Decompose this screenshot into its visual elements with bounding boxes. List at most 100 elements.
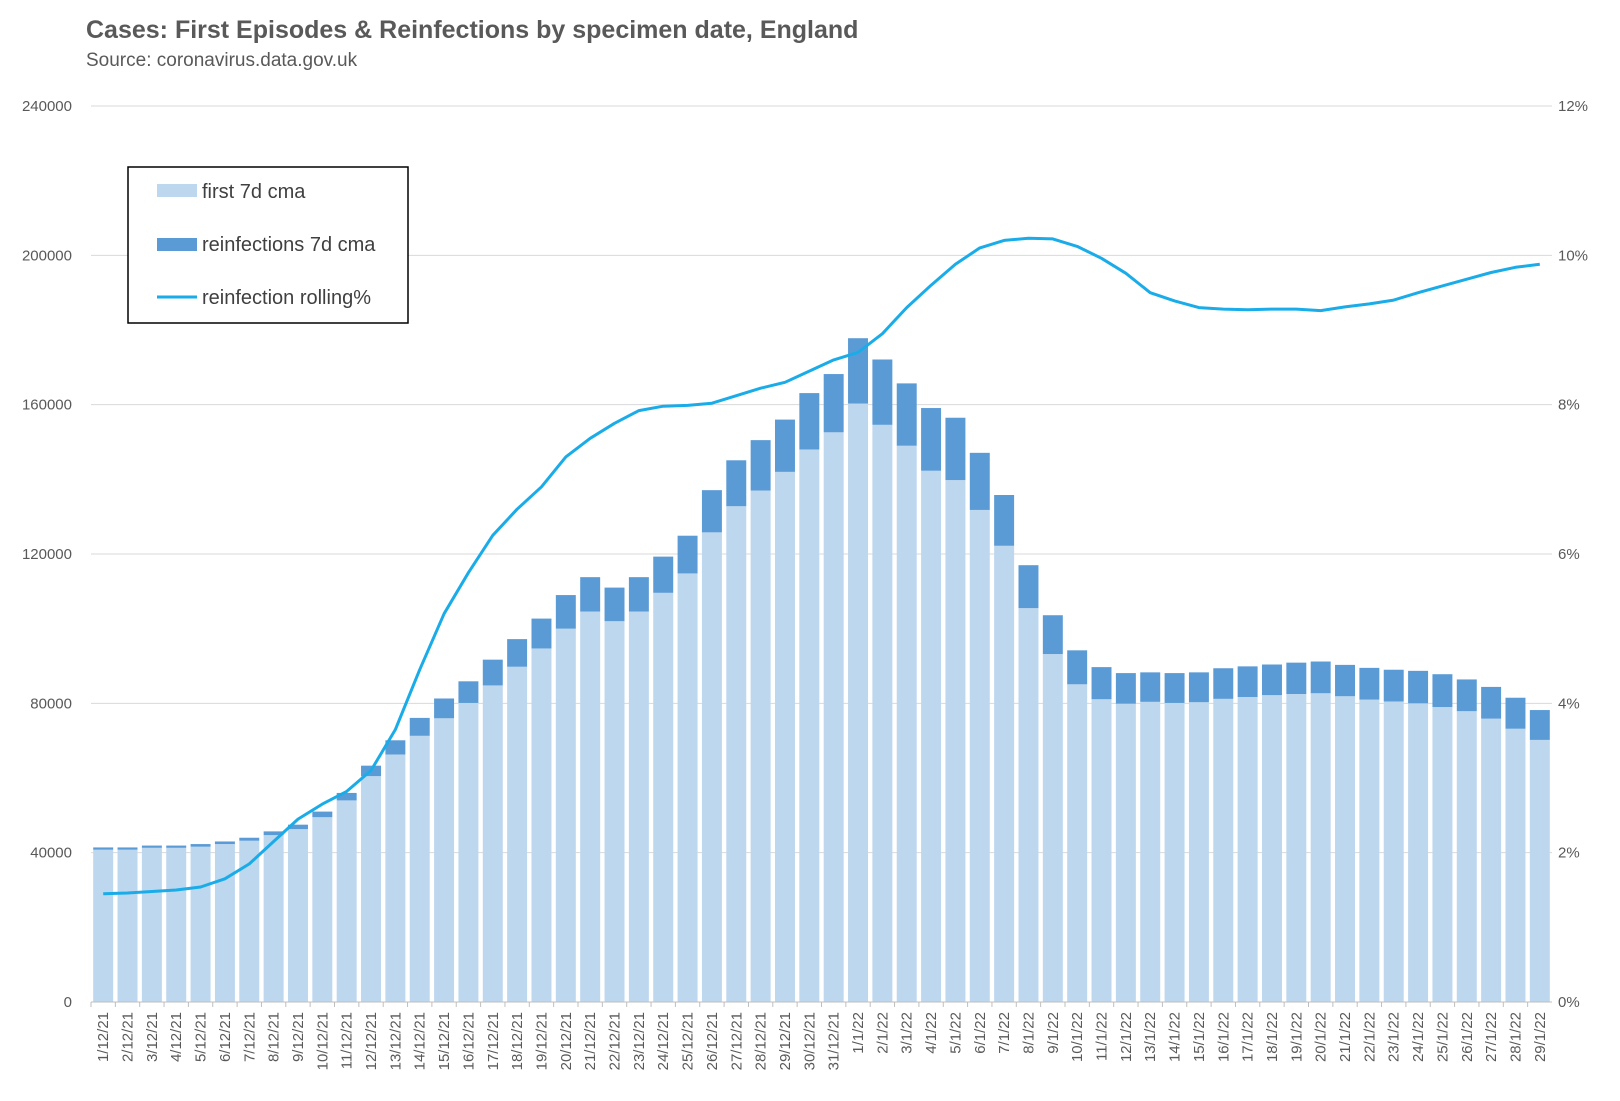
bar-reinfections — [872, 359, 893, 425]
y-left-tick-label: 80000 — [30, 695, 72, 712]
bar-reinfections — [969, 452, 990, 510]
x-tick-label: 29/1/22 — [1532, 1012, 1549, 1062]
bar-reinfections — [750, 440, 771, 491]
x-tick-label: 16/12/21 — [460, 1012, 477, 1070]
x-tick-label: 6/12/21 — [217, 1012, 234, 1062]
bar-reinfections — [531, 618, 552, 649]
x-tick-label: 29/12/21 — [777, 1012, 794, 1070]
y-right-tick-label: 8% — [1558, 397, 1580, 414]
bar-first — [1505, 728, 1526, 1002]
bar-reinfections — [1456, 679, 1477, 712]
x-tick-label: 19/1/22 — [1288, 1012, 1305, 1062]
x-tick-label: 22/1/22 — [1361, 1012, 1378, 1062]
bar-reinfections — [726, 460, 747, 507]
y-right-tick-label: 2% — [1558, 845, 1580, 862]
bar-reinfections — [1164, 673, 1185, 703]
bar-first — [1359, 699, 1380, 1002]
bar-reinfections — [921, 408, 942, 471]
bar-first — [653, 592, 674, 1002]
bar-reinfections — [336, 792, 357, 801]
bar-first — [555, 628, 576, 1002]
bar-first — [872, 424, 893, 1002]
bar-first — [263, 835, 284, 1002]
legend-label-first: first 7d cma — [202, 181, 306, 203]
bar-reinfections — [214, 841, 235, 845]
bar-first — [1529, 739, 1550, 1002]
bar-reinfections — [1383, 669, 1404, 702]
bar-first — [750, 490, 771, 1002]
bar-reinfections — [1359, 667, 1380, 700]
bar-first — [1188, 702, 1209, 1002]
x-tick-label: 15/12/21 — [436, 1012, 453, 1070]
bar-reinfections — [1481, 686, 1502, 719]
bar-reinfections — [166, 845, 187, 848]
x-tick-label: 24/12/21 — [655, 1012, 672, 1070]
bar-first — [628, 611, 649, 1002]
x-tick-label: 2/1/22 — [874, 1012, 891, 1054]
bar-first — [482, 685, 503, 1002]
bar-reinfections — [434, 698, 455, 719]
bar-reinfections — [1237, 666, 1258, 697]
y-right-tick-label: 4% — [1558, 695, 1580, 712]
x-tick-label: 21/1/22 — [1337, 1012, 1354, 1062]
x-tick-label: 31/12/21 — [826, 1012, 843, 1070]
bar-first — [1164, 702, 1185, 1002]
y-left-tick-label: 120000 — [22, 546, 72, 563]
bar-reinfections — [580, 577, 601, 612]
x-tick-label: 12/1/22 — [1118, 1012, 1135, 1062]
legend-label-reinfections: reinfections 7d cma — [202, 234, 376, 256]
legend: first 7d cma reinfections 7d cma reinfec… — [127, 166, 409, 324]
x-tick-label: 3/1/22 — [899, 1012, 916, 1054]
y-left-tick-label: 160000 — [22, 397, 72, 414]
x-tick-label: 10/12/21 — [314, 1012, 331, 1070]
x-tick-label: 5/12/21 — [193, 1012, 210, 1062]
bar-first — [361, 776, 382, 1002]
bar-first — [190, 846, 211, 1002]
bar-first — [93, 849, 114, 1002]
bar-first — [921, 470, 942, 1002]
bar-reinfections — [1432, 674, 1453, 708]
bar-first — [823, 432, 844, 1002]
legend-marker-first — [157, 184, 197, 197]
bar-first — [287, 829, 308, 1002]
bar-first — [1383, 701, 1404, 1002]
bar-reinfections — [628, 577, 649, 612]
bar-first — [117, 849, 138, 1002]
x-tick-label: 11/1/22 — [1094, 1012, 1111, 1061]
x-tick-label: 11/12/21 — [339, 1012, 356, 1069]
bar-first — [580, 611, 601, 1002]
bar-reinfections — [1286, 662, 1307, 694]
bar-first — [166, 847, 187, 1002]
bar-reinfections — [409, 717, 430, 736]
bar-first — [799, 449, 820, 1002]
bar-first — [848, 403, 869, 1003]
bar-first — [1042, 654, 1063, 1002]
bar-first — [312, 817, 333, 1002]
bar-first — [677, 573, 698, 1002]
bar-first — [507, 666, 528, 1002]
bar-first — [141, 847, 162, 1002]
bar-first — [1335, 696, 1356, 1002]
bar-first — [409, 735, 430, 1002]
bar-reinfections — [1505, 697, 1526, 729]
y-left-tick-label: 0 — [64, 994, 72, 1011]
x-tick-label: 16/1/22 — [1215, 1012, 1232, 1062]
bar-reinfections — [994, 495, 1015, 546]
bar-first — [458, 702, 479, 1002]
x-tick-label: 18/1/22 — [1264, 1012, 1281, 1062]
x-tick-label: 9/1/22 — [1045, 1012, 1062, 1054]
x-tick-label: 7/12/21 — [241, 1012, 258, 1062]
bar-first — [945, 480, 966, 1003]
x-tick-label: 1/1/22 — [850, 1012, 867, 1054]
bar-reinfections — [701, 490, 722, 533]
x-tick-label: 14/12/21 — [412, 1012, 429, 1070]
x-tick-label: 18/12/21 — [509, 1012, 526, 1070]
x-tick-label: 13/1/22 — [1142, 1012, 1159, 1062]
x-tick-label: 30/12/21 — [801, 1012, 818, 1070]
bar-reinfections — [1310, 661, 1331, 694]
bar-reinfections — [1529, 710, 1550, 740]
bar-first — [434, 718, 455, 1002]
reinfection-rolling-line — [103, 236, 1540, 896]
bar-reinfections — [799, 393, 820, 450]
